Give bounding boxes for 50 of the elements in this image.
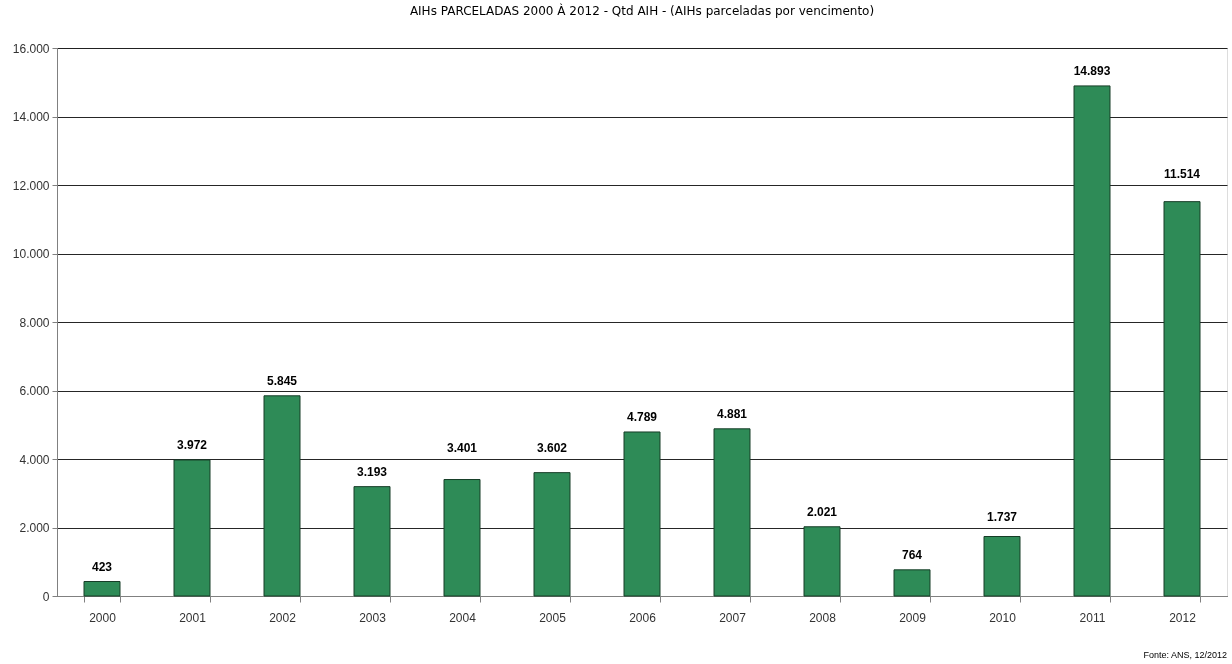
bar	[533, 472, 571, 597]
bar	[713, 428, 751, 597]
y-tick-label: 6.000	[19, 384, 50, 398]
x-tick-label: 2007	[719, 610, 747, 625]
data-label: 764	[901, 547, 923, 562]
bar	[623, 431, 661, 597]
chart-title: AIHs PARCELADAS 2000 À 2012 - Qtd AIH - (AIHs parceladas por vencimento)	[409, 3, 875, 18]
bar	[803, 526, 841, 597]
x-tick-label: 2004	[449, 610, 477, 625]
data-label: 14.893	[1073, 63, 1111, 78]
x-tick-label: 2003	[359, 610, 387, 625]
x-tick-label: 2011	[1079, 610, 1106, 625]
data-label: 4.789	[626, 409, 658, 424]
bar	[263, 395, 301, 597]
data-label: 4.881	[716, 406, 748, 421]
data-label: 5.845	[266, 373, 298, 388]
bar	[893, 569, 931, 597]
bar	[173, 459, 211, 597]
x-tick-label: 2005	[539, 610, 567, 625]
data-label: 3.193	[356, 464, 388, 479]
y-tick-label: 0	[42, 589, 50, 604]
x-tick-label: 2000	[89, 610, 117, 625]
data-label: 2.021	[806, 504, 838, 519]
x-tick-label: 2009	[899, 610, 927, 625]
data-label: 11.514	[1163, 167, 1201, 181]
y-tick-label: 8.000	[19, 315, 50, 330]
data-label: 3.972	[176, 437, 208, 452]
y-tick-label: 14.000	[12, 110, 50, 124]
x-tick-label: 2008	[809, 610, 837, 625]
bar	[443, 479, 481, 597]
y-tick-label: 10.000	[12, 247, 50, 261]
bar	[1073, 85, 1111, 597]
x-tick-label: 2012	[1169, 610, 1197, 625]
y-tick-label: 16.000	[12, 41, 50, 56]
data-label: 3.401	[446, 441, 478, 455]
x-tick-label: 2010	[989, 610, 1017, 625]
source-note: Fonte: ANS, 12/2012	[1143, 650, 1227, 660]
data-label: 1.737	[986, 509, 1018, 524]
x-tick-label: 2006	[629, 610, 657, 625]
bar	[83, 581, 121, 597]
bar	[983, 536, 1021, 597]
data-label: 3.602	[536, 441, 568, 455]
bar	[1163, 201, 1201, 597]
x-tick-label: 2002	[269, 610, 297, 625]
data-label: 423	[91, 559, 113, 574]
y-tick-label: 4.000	[19, 452, 50, 467]
y-tick-label: 2.000	[19, 521, 50, 535]
x-tick-label: 2001	[179, 610, 207, 625]
bar	[353, 486, 391, 597]
y-tick-label: 12.000	[12, 178, 50, 193]
